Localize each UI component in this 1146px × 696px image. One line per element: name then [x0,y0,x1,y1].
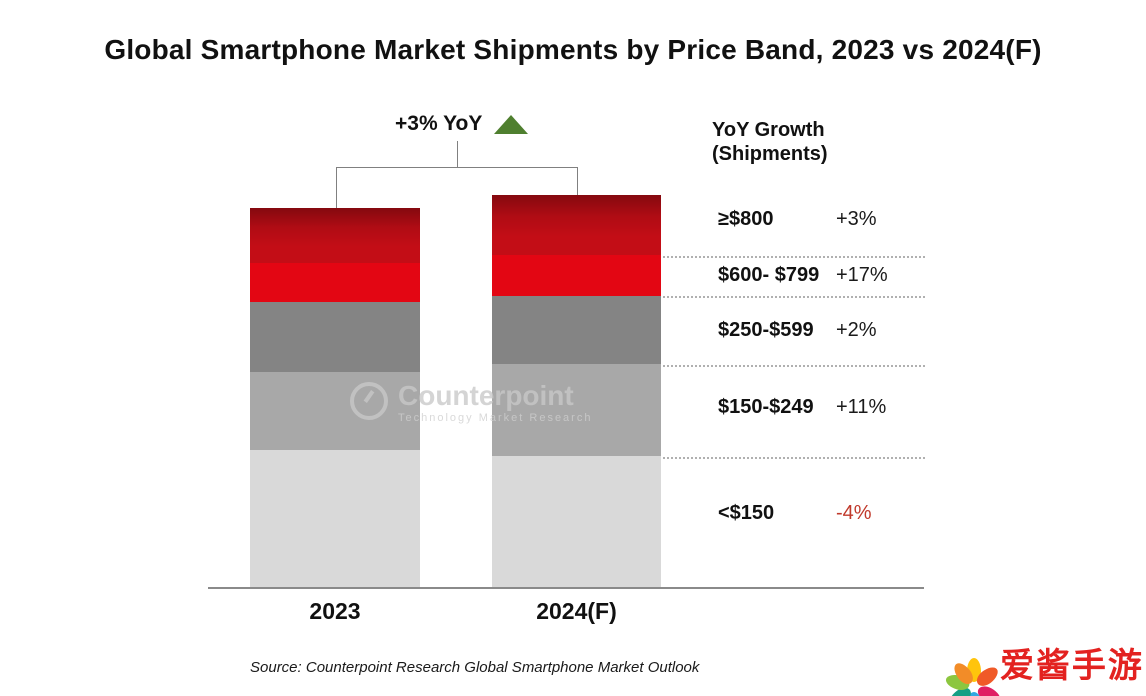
x-label-2024: 2024(F) [536,598,617,624]
bar-segment [492,364,661,456]
source-note: Source: Counterpoint Research Global Sma… [250,659,700,676]
bar-segment [250,302,420,372]
bar-segment [492,195,661,255]
bar-segment [250,372,420,450]
yoy-header-line1: YoY Growth [712,119,825,141]
x-label-2023: 2023 [309,598,361,624]
pinwheel-icon [944,657,1003,696]
site-badge: 爱酱手游网 [944,638,1146,696]
bracket-left-drop-line [336,167,337,208]
growth-value: +17% [836,264,888,286]
yoy-row: $150-$249 +11% [718,396,933,422]
growth-value: -4% [836,502,872,524]
yoy-row: $250-$599 +2% [718,319,933,345]
bracket-horizontal-line [336,167,578,168]
dotted-separator [663,457,925,459]
bracket-stem-line [457,141,458,167]
dotted-separator [663,365,925,367]
bracket-right-drop-line [577,167,578,195]
bar-segment [492,296,661,364]
price-band-label: $150-$249 [718,396,814,418]
bar-segment [250,263,420,302]
watermark-tagline: Technology Market Research [398,412,593,424]
yoy-row: ≥$800 +3% [718,208,933,234]
counterpoint-watermark: Counterpoint Technology Market Research [350,382,592,424]
bar-segment [492,456,661,587]
yoy-row: $600- $799 +17% [718,264,933,290]
price-band-label: $600- $799 [718,264,820,286]
dotted-separator [663,256,925,258]
price-band-label: <$150 [718,502,775,524]
chart-title: Global Smartphone Market Shipments by Pr… [104,34,1042,65]
stacked-bar-2023 [250,208,420,587]
watermark-brand: Counterpoint [398,380,574,411]
x-axis-line [208,587,924,589]
counterpoint-logo-icon [350,382,388,420]
bar-segment [250,450,420,587]
bar-segment [250,208,420,263]
stacked-bar-2024F [492,195,661,587]
total-yoy-label: +3% YoY [395,112,483,135]
price-band-label: ≥$800 [718,208,774,230]
growth-value: +11% [836,396,887,418]
dotted-separator [663,296,925,298]
bar-segment [492,255,661,296]
yoy-header-line2: (Shipments) [712,143,828,165]
site-badge-text: 爱酱手游网 [999,647,1144,685]
yoy-row: <$150 -4% [718,502,933,528]
yoy-panel-header: YoY Growth (Shipments) [712,118,828,166]
price-band-label: $250-$599 [718,319,814,341]
growth-up-triangle-icon [494,114,529,134]
growth-value: +2% [836,319,877,341]
growth-value: +3% [836,208,877,230]
total-yoy-annotation: +3% YoY [395,112,529,136]
